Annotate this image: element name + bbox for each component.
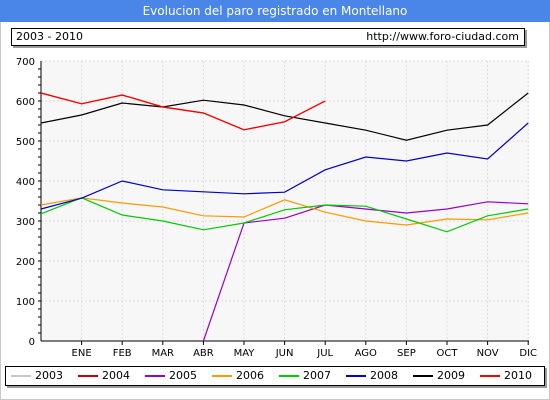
series-line-2009 [40, 92, 529, 141]
y-tick-label: 300 [16, 217, 35, 228]
x-tick-label: FEB [113, 348, 132, 359]
x-tick-label: JUN [275, 348, 294, 359]
x-tick-label: SEP [397, 348, 416, 359]
series-line-2005 [202, 201, 529, 342]
x-tick-label: NOV [477, 348, 499, 359]
legend-item-2005: 2005 [140, 367, 207, 385]
legend-item-2007: 2007 [274, 367, 341, 385]
legend-label: 2008 [370, 369, 398, 382]
legend-swatch [346, 375, 366, 377]
y-tick-label: 600 [16, 97, 35, 108]
legend-item-2008: 2008 [341, 367, 408, 385]
x-tick-label: OCT [437, 348, 459, 359]
y-tick-label: 700 [16, 57, 35, 68]
chart-title: Evolucion del paro registrado en Montell… [0, 0, 550, 22]
x-tick-label: ABR [193, 348, 214, 359]
legend-swatch [11, 375, 31, 377]
legend-item-2004: 2004 [73, 367, 140, 385]
y-tick-label: 400 [16, 177, 35, 188]
legend-swatch [145, 375, 165, 377]
x-tick-label: ENE [72, 348, 92, 359]
y-tick-label: 500 [16, 137, 35, 148]
period-label: 2003 - 2010 [16, 30, 83, 43]
legend-item-2010: 2010 [475, 367, 542, 385]
legend-swatch [279, 375, 299, 377]
legend-label: 2003 [35, 369, 63, 382]
legend-label: 2004 [102, 369, 130, 382]
legend-swatch [78, 375, 98, 377]
legend-swatch [480, 375, 500, 377]
y-tick-label: 0 [29, 337, 35, 348]
legend-label: 2010 [504, 369, 532, 382]
source-url: http://www.foro-ciudad.com [366, 30, 519, 43]
y-tick-label: 200 [16, 257, 35, 268]
legend-label: 2009 [437, 369, 465, 382]
x-tick-label: DIC [519, 348, 537, 359]
series-line-2008 [40, 122, 529, 210]
series-line-2010 [40, 92, 326, 131]
y-tick-label: 100 [16, 297, 35, 308]
legend-item-2003: 2003 [6, 367, 73, 385]
legend-item-2009: 2009 [408, 367, 475, 385]
series-line-2007 [40, 197, 529, 233]
legend-label: 2007 [303, 369, 331, 382]
legend-swatch [212, 375, 232, 377]
legend-swatch [413, 375, 433, 377]
legend-label: 2005 [169, 369, 197, 382]
series-line-2006 [40, 197, 529, 226]
x-tick-label: JUL [316, 348, 333, 359]
x-tick-label: MAY [234, 348, 256, 359]
legend-item-2006: 2006 [207, 367, 274, 385]
legend-label: 2006 [236, 369, 264, 382]
legend: 2003 2004 2005 2006 2007 2008 2009 2010 [5, 366, 545, 386]
info-box: 2003 - 2010 http://www.foro-ciudad.com [11, 28, 525, 46]
x-tick-label: MAR [152, 348, 174, 359]
x-tick-label: AGO [355, 348, 377, 359]
